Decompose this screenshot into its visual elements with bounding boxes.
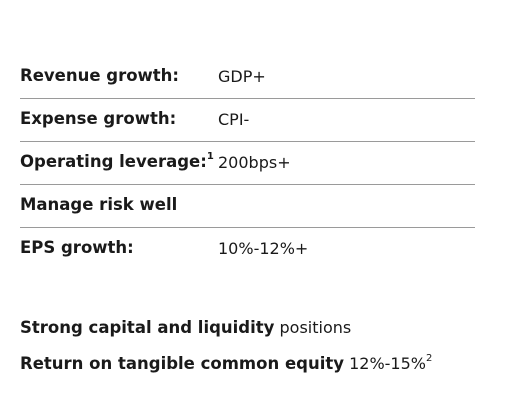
target-label: Revenue growth: — [20, 66, 180, 85]
summary-rest-text: 12%-15% — [344, 354, 426, 373]
target-row-expense-growth: Expense growth: CPI- — [20, 99, 475, 142]
targets-table: Revenue growth: GDP+ Expense growth: CPI… — [20, 56, 475, 271]
footnote-marker: 1 — [206, 150, 214, 162]
summary-rest-text: positions — [274, 318, 352, 337]
target-value: 10%-12%+ — [218, 239, 309, 258]
target-value: 200bps+ — [218, 153, 291, 172]
target-row-revenue-growth: Revenue growth: GDP+ — [20, 56, 475, 99]
summary-capital-liquidity: Strong capital and liquidity positions — [20, 318, 490, 337]
summary-return-on-equity: Return on tangible common equity 12%-15%… — [20, 352, 490, 373]
target-value: GDP+ — [218, 67, 266, 86]
target-row-eps-growth: EPS growth: 10%-12%+ — [20, 228, 475, 271]
target-label: Expense growth: — [20, 109, 177, 128]
target-label: Manage risk well — [20, 195, 178, 214]
target-row-manage-risk: Manage risk well — [20, 185, 475, 228]
summary-strong-text: Strong capital and liquidity — [20, 318, 275, 337]
target-label: EPS growth: — [20, 238, 134, 257]
target-label: Operating leverage:1 — [20, 150, 214, 171]
target-row-operating-leverage: Operating leverage:1 200bps+ — [20, 142, 475, 185]
footnote-marker: 2 — [425, 352, 433, 364]
target-value: CPI- — [218, 110, 250, 129]
summary-strong-text: Return on tangible common equity — [20, 354, 344, 373]
